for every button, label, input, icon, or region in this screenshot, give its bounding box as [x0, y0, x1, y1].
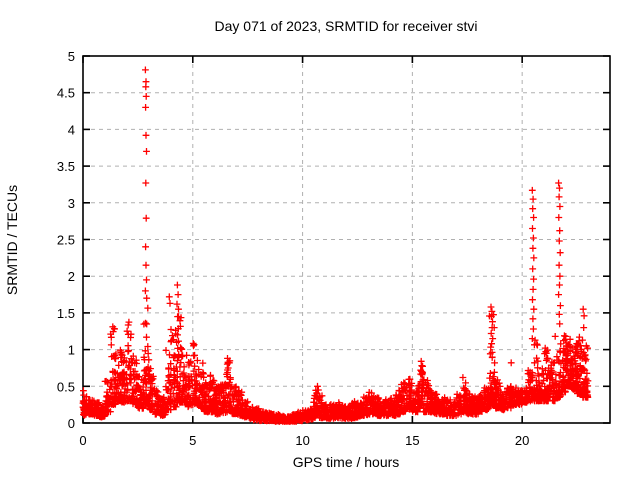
y-tick-label: 0.5 [57, 379, 75, 394]
x-tick-label: 20 [515, 433, 529, 448]
plot-border [82, 55, 611, 424]
y-tick-label: 2.5 [57, 233, 75, 248]
x-axis-label: GPS time / hours [293, 454, 400, 470]
x-tick-label: 15 [405, 433, 419, 448]
y-axis-label: SRMTID / TECUs [4, 185, 20, 295]
y-tick-label: 1 [68, 343, 75, 358]
y-tick-label: 1.5 [57, 306, 75, 321]
x-tick-label: 10 [295, 433, 309, 448]
chart-title: Day 071 of 2023, SRMTID for receiver stv… [215, 18, 478, 34]
y-tick-label: 3.5 [57, 159, 75, 174]
tick-labels: 0 5 10 15 20 0 0.5 1 1.5 2 2.5 3 3.5 4 4.5 5 [57, 49, 529, 448]
y-tick-label: 3 [68, 196, 75, 211]
data-points-markers [79, 66, 592, 425]
y-tick-label: 4.5 [57, 86, 75, 101]
x-tick-label: 5 [189, 433, 196, 448]
y-tick-label: 5 [68, 49, 75, 64]
x-tick-label: 0 [79, 433, 86, 448]
y-tick-label: 4 [68, 122, 75, 137]
y-tick-label: 2 [68, 269, 75, 284]
y-tick-label: 0 [68, 416, 75, 431]
